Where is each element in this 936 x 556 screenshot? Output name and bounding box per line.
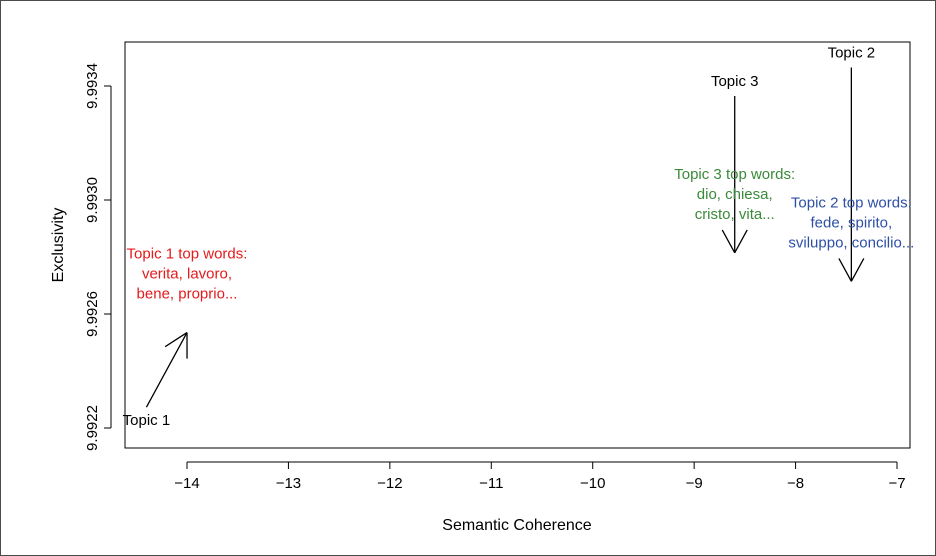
- point-label: Topic 1: [123, 412, 171, 429]
- y-tick-label: 9.9930: [84, 177, 101, 223]
- annotation-line: fede, spirito,: [810, 214, 892, 231]
- x-tick-label: −10: [580, 475, 605, 492]
- y-tick-label: 9.9934: [84, 63, 101, 109]
- y-tick-label: 9.9926: [84, 291, 101, 337]
- x-tick-label: −14: [174, 475, 199, 492]
- y-tick-label: 9.9922: [84, 405, 101, 451]
- arrow-head: [164, 332, 188, 348]
- annotation-line: Topic 3 top words:: [674, 166, 795, 183]
- annotation-line: Topic 2 top words:: [791, 194, 912, 211]
- arrows: [145, 67, 865, 408]
- point-label: Topic 2: [828, 45, 876, 62]
- annotation-line: verita, lavoro,: [142, 266, 232, 283]
- annotation-line: cristo, vita...: [695, 206, 775, 223]
- y-axis: 9.9922 9.9926 9.9930 9.9934: [84, 63, 112, 451]
- plot-area: [124, 41, 911, 449]
- annotation-line: Topic 1 top words:: [127, 246, 248, 263]
- annotation-line: sviluppo, concilio...: [788, 234, 914, 251]
- x-axis-title: Semantic Coherence: [442, 517, 592, 534]
- x-tick-label: −13: [276, 475, 301, 492]
- y-axis-title: Exclusivity: [50, 208, 67, 283]
- arrow-head: [734, 229, 748, 254]
- annotations: Topic 1 top words: verita, lavoro, bene, p…: [127, 166, 915, 303]
- arrow-head: [838, 258, 852, 282]
- arrow-head: [721, 229, 736, 254]
- x-tick-label: −8: [787, 475, 804, 492]
- x-axis: −14 −13 −12 −11 −10 −9 −8 −7: [174, 461, 906, 492]
- point-labels: Topic 1 Topic 3 Topic 2: [123, 45, 875, 430]
- x-tick-label: −7: [888, 475, 905, 492]
- x-tick-label: −12: [377, 475, 402, 492]
- arrow-head: [850, 258, 865, 282]
- annotation-line: bene, proprio...: [137, 286, 238, 303]
- arrow-line: [145, 332, 188, 408]
- annotation-line: dio, chiesa,: [697, 186, 773, 203]
- x-tick-label: −9: [686, 475, 703, 492]
- x-tick-label: −11: [479, 475, 503, 492]
- point-label: Topic 3: [711, 73, 759, 90]
